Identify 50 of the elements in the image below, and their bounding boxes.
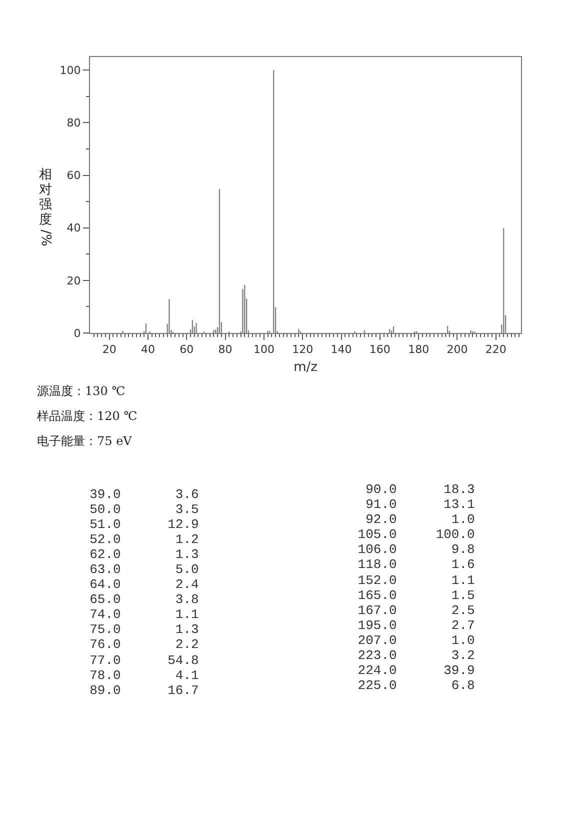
text: 105.0 100.0 bbox=[356, 527, 475, 542]
text: 75.0 1.3 bbox=[88, 622, 199, 638]
text: 39.0 3.6 bbox=[88, 486, 199, 502]
x-tick-label: 200 bbox=[446, 343, 468, 356]
y-tick-label: 80 bbox=[66, 116, 81, 130]
text: 90.0 18.3 bbox=[364, 482, 475, 498]
x-tick-label: 80 bbox=[218, 343, 232, 356]
y-tick-label: 60 bbox=[66, 169, 81, 182]
x-tick-label: 140 bbox=[330, 343, 352, 356]
text: 64.0 2.4 bbox=[88, 577, 199, 592]
x-tick-label: 40 bbox=[140, 343, 155, 356]
text: 165.0 1.5 bbox=[356, 588, 475, 603]
y-tick-label: 20 bbox=[66, 274, 81, 288]
text: 电子能量：75 eV bbox=[37, 433, 133, 450]
text: 65.0 3.8 bbox=[88, 592, 199, 608]
text: 52.0 1.2 bbox=[88, 532, 199, 547]
text: 167.0 2.5 bbox=[356, 602, 475, 618]
x-tick-label: 100 bbox=[253, 343, 274, 356]
text: 51.0 12.9 bbox=[88, 516, 199, 532]
text: 89.0 16.7 bbox=[88, 682, 199, 698]
x-tick-label: 160 bbox=[369, 343, 390, 356]
x-tick-label: 120 bbox=[292, 343, 314, 356]
text: 样品温度：120 ℃ bbox=[37, 408, 138, 425]
text: 207.0 1.0 bbox=[356, 632, 475, 648]
text: 225.0 6.8 bbox=[356, 678, 475, 694]
text: 78.0 4.1 bbox=[88, 668, 199, 683]
text: 62.0 1.3 bbox=[88, 546, 199, 562]
x-tick-label: 60 bbox=[180, 343, 194, 356]
text: 118.0 1.6 bbox=[356, 557, 475, 573]
text: 106.0 9.8 bbox=[356, 542, 475, 558]
y-axis-title: 相对强度/% bbox=[38, 168, 53, 246]
text: 63.0 5.0 bbox=[88, 562, 199, 578]
text: 76.0 2.2 bbox=[88, 637, 199, 653]
y-tick-label: 40 bbox=[66, 222, 81, 235]
text: 195.0 2.7 bbox=[356, 618, 475, 633]
y-tick-label: 0 bbox=[74, 326, 81, 340]
text: 77.0 54.8 bbox=[88, 652, 199, 668]
text: 74.0 1.1 bbox=[88, 607, 199, 622]
text: 92.0 1.0 bbox=[364, 512, 475, 528]
text: 91.0 13.1 bbox=[364, 497, 475, 512]
y-tick-label: 100 bbox=[60, 64, 81, 77]
text: 224.0 39.9 bbox=[356, 663, 475, 678]
x-tick-label: 180 bbox=[408, 343, 430, 356]
text: 223.0 3.2 bbox=[356, 648, 475, 664]
text: 50.0 3.5 bbox=[88, 502, 199, 517]
x-tick-label: 220 bbox=[485, 343, 506, 356]
text: 152.0 1.1 bbox=[356, 572, 475, 588]
x-axis-title: m/z bbox=[294, 360, 318, 375]
x-tick-label: 20 bbox=[102, 343, 116, 356]
text: 源温度：130 ℃ bbox=[37, 383, 126, 400]
